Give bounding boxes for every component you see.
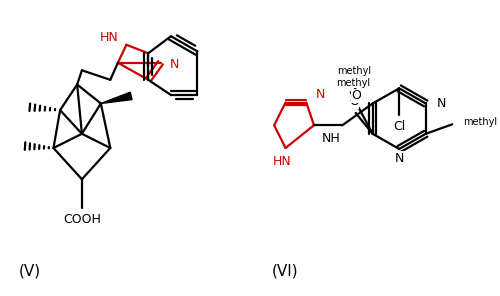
Text: N: N — [316, 89, 325, 102]
Text: NH: NH — [322, 132, 340, 145]
Text: methyl: methyl — [336, 78, 370, 88]
Polygon shape — [101, 92, 132, 104]
Text: methyl: methyl — [336, 66, 371, 76]
Text: methyl: methyl — [464, 118, 498, 127]
Text: (VI): (VI) — [272, 264, 299, 279]
Text: (V): (V) — [18, 264, 41, 279]
Text: O: O — [349, 95, 358, 108]
Text: HN: HN — [272, 155, 291, 168]
Text: HN: HN — [100, 31, 119, 44]
Text: COOH: COOH — [63, 213, 101, 226]
Text: N: N — [437, 97, 446, 110]
Text: N: N — [394, 152, 404, 165]
Text: N: N — [170, 58, 179, 71]
Text: O: O — [352, 89, 362, 102]
Text: Cl: Cl — [393, 120, 406, 133]
